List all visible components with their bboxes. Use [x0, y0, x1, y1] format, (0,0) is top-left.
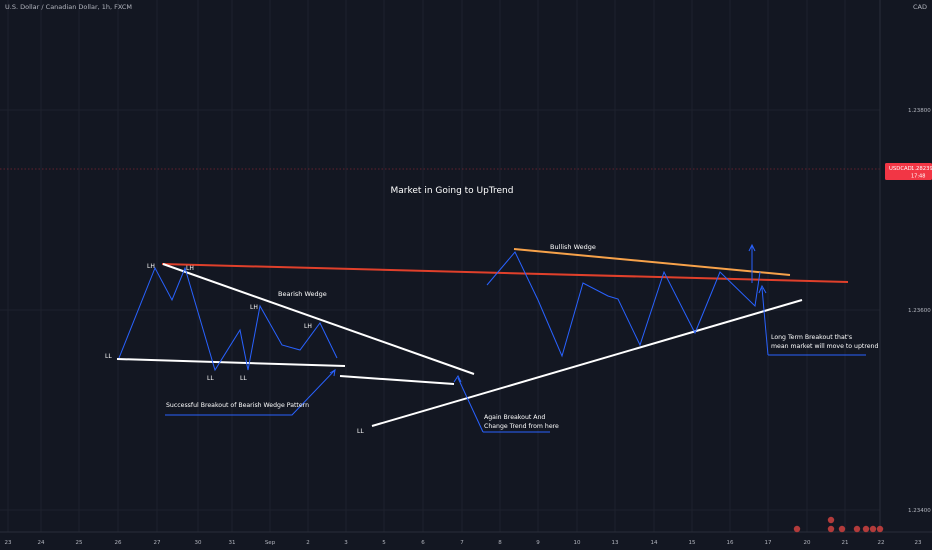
price-axis[interactable]: 1.23400 1.23600 1.23800 — [879, 0, 931, 532]
lh-label: LH — [304, 323, 312, 330]
time-tick-label: 27 — [154, 540, 161, 546]
price-tick-label: 1.23800 — [908, 108, 931, 114]
time-tick-label: Sep — [265, 540, 276, 546]
uptrend-move-label: mean market will move to uptrend — [771, 343, 878, 350]
event-marker — [827, 525, 835, 533]
time-tick-label: 8 — [498, 540, 502, 546]
event-marker — [862, 525, 870, 533]
current-price-badge: USDCAD 1.28239 17:48 — [885, 163, 932, 180]
bearish-wedge-label: Bearish Wedge — [278, 290, 327, 298]
time-tick-label: 17 — [765, 540, 772, 546]
ll-label: LL — [357, 428, 364, 435]
long-term-arrow — [761, 287, 769, 356]
ll-label: LL — [240, 375, 247, 382]
time-tick-label: 25 — [76, 540, 83, 546]
symbol-header: U.S. Dollar / Canadian Dollar, 1h, FXCM — [5, 3, 133, 11]
time-tick-label: 9 — [536, 540, 540, 546]
bullish-wedge-label: Bullish Wedge — [550, 243, 596, 251]
successful-breakout-label: Successful Breakout of Bearish Wedge Pat… — [166, 402, 309, 409]
time-tick-label: 15 — [689, 540, 696, 546]
time-tick-label: 10 — [574, 540, 581, 546]
price-badge-ticker: USDCAD — [889, 166, 912, 172]
event-marker — [869, 525, 877, 533]
time-tick-label: 31 — [229, 540, 236, 546]
event-marker — [827, 516, 835, 524]
annotation-labels: Market in Going to UpTrend Bullish Wedge B… — [105, 186, 878, 435]
again-breakout-arrow — [457, 377, 484, 433]
time-tick-label: 22 — [878, 540, 885, 546]
time-tick-label: 7 — [460, 540, 464, 546]
time-tick-label: 21 — [842, 540, 849, 546]
again-breakout-label: Again Breakout And — [484, 414, 545, 421]
bearish-wedge-zigzag — [118, 266, 338, 372]
resistance-trendline — [161, 263, 849, 283]
lh-label: LH — [147, 263, 155, 270]
lh-label: LH — [250, 304, 258, 311]
time-tick-label: 2 — [306, 540, 310, 546]
currency-label: CAD — [913, 3, 927, 11]
price-badge-bg — [885, 163, 932, 180]
pattern-drawings — [0, 168, 880, 433]
time-tick-label: 13 — [612, 540, 619, 546]
event-marker — [838, 525, 846, 533]
bearish-wedge-lower-line — [116, 358, 346, 367]
arrow-head — [748, 243, 756, 252]
event-marker — [853, 525, 861, 533]
time-tick-label: 3 — [344, 540, 348, 546]
event-marker — [876, 525, 884, 533]
time-tick-label: 24 — [38, 540, 45, 546]
time-tick-label: 26 — [115, 540, 122, 546]
time-axis[interactable]: 23 24 25 26 27 30 31 Sep 2 3 5 6 7 8 9 10 13 14 15 16 17 20 21… — [0, 516, 932, 546]
arrow-head — [329, 369, 336, 377]
breakout-retest-line — [339, 375, 455, 385]
time-tick-label: 23 — [5, 540, 12, 546]
bearish-wedge-upper-line — [162, 263, 475, 375]
breakout-callout-arrow — [165, 369, 336, 416]
price-badge-price: 1.28239 — [911, 166, 932, 172]
time-tick-label: 5 — [382, 540, 386, 546]
time-tick-label: 23 — [915, 540, 922, 546]
price-badge-countdown: 17:48 — [911, 174, 925, 180]
uptrend-support-line — [371, 299, 803, 427]
price-tick-label: 1.23600 — [908, 308, 931, 314]
time-tick-label: 20 — [804, 540, 811, 546]
chart-grid — [0, 0, 880, 532]
ll-label: LL — [105, 353, 112, 360]
long-term-breakout-label: Long Term Breakout that's — [771, 334, 852, 341]
time-tick-label: 16 — [727, 540, 734, 546]
price-tick-label: 1.23400 — [908, 508, 931, 514]
time-tick-label: 14 — [651, 540, 658, 546]
arrow-head — [758, 284, 767, 294]
arrow-head — [453, 375, 462, 383]
change-trend-label: Change Trend from here — [484, 423, 559, 430]
chart-title-annotation: Market in Going to UpTrend — [391, 186, 514, 196]
time-tick-label: 30 — [195, 540, 202, 546]
time-tick-label: 6 — [421, 540, 425, 546]
event-marker — [793, 525, 801, 533]
bullish-wedge-zigzag — [486, 251, 761, 358]
bullish-wedge-upper-line — [513, 248, 791, 276]
lh-label: LH — [186, 265, 194, 272]
ll-label: LL — [207, 375, 214, 382]
